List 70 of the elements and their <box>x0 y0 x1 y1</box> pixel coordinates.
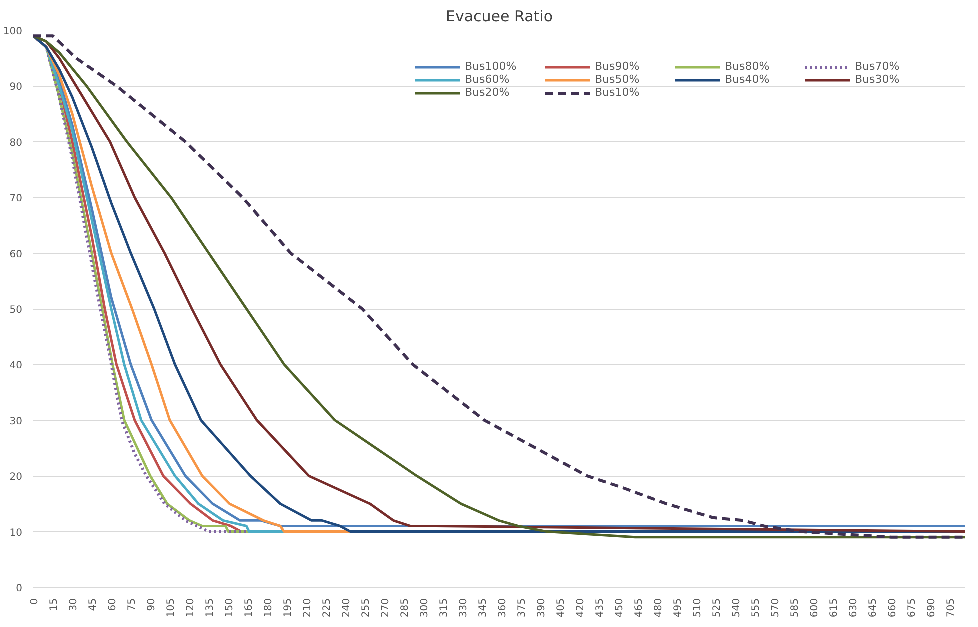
legend-label: Bus80% <box>725 60 771 73</box>
x-tick-label: 615 <box>828 598 840 618</box>
x-tick-label: 255 <box>360 598 372 618</box>
x-tick-label: 240 <box>341 598 352 618</box>
legend-label: Bus100% <box>465 60 518 73</box>
x-tick-label: 570 <box>770 598 782 618</box>
x-tick-label: 75 <box>126 598 138 612</box>
x-tick-label: 330 <box>458 598 470 618</box>
y-tick-label: 90 <box>10 82 23 94</box>
y-tick-label: 50 <box>10 305 23 316</box>
x-tick-label: 345 <box>478 598 489 618</box>
x-tick-label: 210 <box>302 598 314 618</box>
chart-title: Evacuee Ratio <box>446 8 554 26</box>
x-tick-label: 30 <box>68 598 80 612</box>
legend-label: Bus60% <box>465 73 511 86</box>
legend-label: Bus70% <box>855 60 901 73</box>
y-tick-label: 40 <box>10 360 23 372</box>
x-tick-label: 360 <box>497 598 508 618</box>
y-tick-label: 60 <box>10 249 23 260</box>
x-tick-label: 45 <box>88 598 99 612</box>
x-tick-label: 60 <box>107 598 118 612</box>
y-tick-label: 30 <box>10 416 23 428</box>
x-tick-label: 690 <box>926 598 938 618</box>
legend-label: Bus50% <box>595 73 641 86</box>
x-tick-label: 420 <box>575 598 586 618</box>
x-tick-label: 525 <box>712 598 723 618</box>
x-tick-label: 705 <box>946 598 957 618</box>
x-tick-label: 165 <box>244 598 255 618</box>
x-tick-label: 105 <box>166 598 177 618</box>
y-tick-label: 70 <box>10 194 23 205</box>
x-tick-label: 675 <box>906 598 918 618</box>
legend-label: Bus10% <box>595 86 641 99</box>
x-tick-label: 375 <box>516 598 528 618</box>
x-tick-label: 465 <box>634 598 645 618</box>
x-tick-label: 540 <box>731 598 742 618</box>
x-tick-label: 405 <box>556 598 567 618</box>
x-tick-label: 150 <box>224 598 236 618</box>
legend-label: Bus90% <box>595 60 641 73</box>
x-tick-label: 135 <box>204 598 216 618</box>
y-tick-label: 100 <box>3 26 23 38</box>
x-tick-label: 15 <box>49 598 60 612</box>
x-tick-label: 0 <box>30 598 40 605</box>
y-tick-label: 80 <box>10 138 23 149</box>
x-tick-label: 600 <box>809 598 820 618</box>
x-tick-label: 645 <box>868 598 879 618</box>
y-tick-label: 10 <box>10 528 23 539</box>
x-tick-label: 435 <box>594 598 606 618</box>
x-tick-label: 495 <box>672 598 684 618</box>
x-tick-label: 450 <box>614 598 626 618</box>
x-tick-label: 510 <box>692 598 704 618</box>
x-tick-label: 630 <box>848 598 860 618</box>
x-tick-label: 390 <box>536 598 548 618</box>
x-tick-label: 195 <box>282 598 294 618</box>
x-tick-label: 585 <box>790 598 801 618</box>
x-tick-label: 180 <box>263 598 274 618</box>
x-tick-label: 315 <box>438 598 450 618</box>
x-tick-label: 270 <box>380 598 392 618</box>
x-tick-label: 285 <box>400 598 411 618</box>
legend-label: Bus40% <box>725 73 771 86</box>
x-tick-label: 660 <box>887 598 898 618</box>
x-tick-label: 300 <box>419 598 430 618</box>
y-tick-label: 0 <box>16 584 23 594</box>
legend-label: Bus30% <box>855 73 901 86</box>
x-tick-label: 555 <box>750 598 762 618</box>
x-tick-label: 225 <box>322 598 333 618</box>
legend-label: Bus20% <box>465 86 511 99</box>
x-tick-label: 120 <box>185 598 196 618</box>
y-tick-label: 20 <box>10 472 23 484</box>
x-tick-label: 480 <box>653 598 664 618</box>
x-tick-label: 90 <box>146 598 158 612</box>
